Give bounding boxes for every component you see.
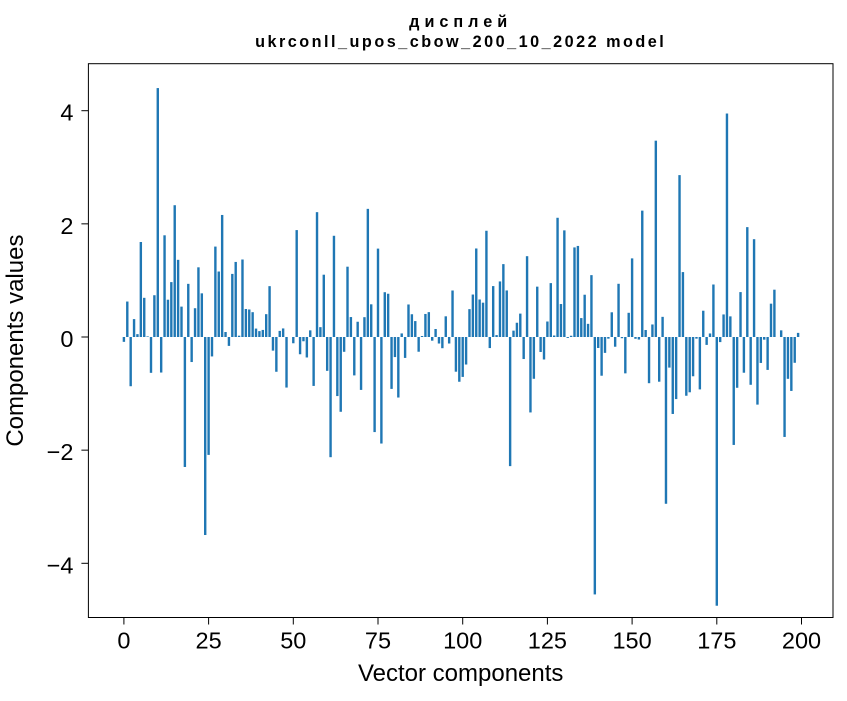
svg-text:−4: −4 (47, 552, 74, 578)
svg-text:25: 25 (196, 628, 222, 654)
svg-text:100: 100 (443, 628, 482, 654)
svg-text:175: 175 (697, 628, 736, 654)
svg-text:200: 200 (782, 628, 821, 654)
svg-text:Vector components: Vector components (358, 660, 563, 687)
svg-text:0: 0 (60, 326, 73, 352)
svg-text:75: 75 (365, 628, 391, 654)
svg-text:150: 150 (612, 628, 651, 654)
svg-text:Components values: Components values (2, 235, 29, 447)
svg-text:125: 125 (528, 628, 567, 654)
svg-text:2: 2 (60, 213, 73, 239)
svg-text:0: 0 (117, 628, 130, 654)
svg-text:4: 4 (60, 100, 73, 126)
svg-text:−2: −2 (47, 439, 74, 465)
svg-text:50: 50 (280, 628, 306, 654)
